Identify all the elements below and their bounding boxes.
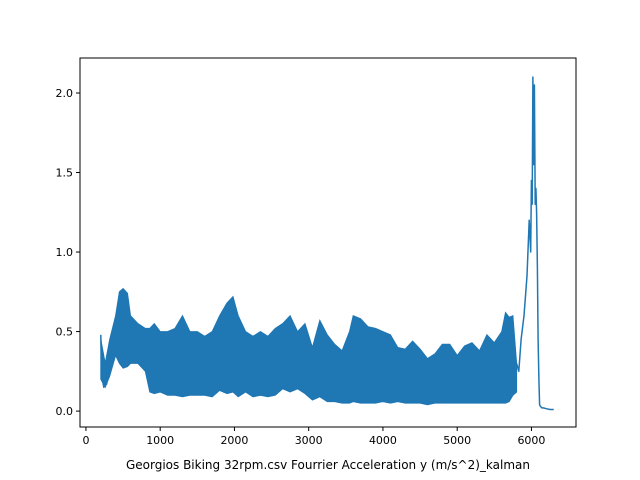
x-tick-label: 0 — [82, 434, 89, 447]
x-axis-ticks: 0 1000 2000 3000 4000 5000 6000 — [82, 427, 545, 447]
x-tick-label: 1000 — [146, 434, 174, 447]
x-tick-label: 5000 — [443, 434, 471, 447]
x-tick-label: 4000 — [369, 434, 397, 447]
series-envelope-band — [100, 287, 518, 406]
x-tick-label: 2000 — [220, 434, 248, 447]
y-tick-label: 1.5 — [56, 167, 74, 180]
y-tick-label: 0.0 — [56, 405, 74, 418]
x-tick-label: 6000 — [517, 434, 545, 447]
y-tick-label: 1.0 — [56, 246, 74, 259]
y-tick-label: 0.5 — [56, 326, 74, 339]
series-line-start — [100, 334, 112, 388]
x-tick-label: 3000 — [295, 434, 323, 447]
axes-frame — [79, 57, 577, 428]
y-axis-ticks: 0.0 0.5 1.0 1.5 2.0 — [56, 87, 80, 418]
plot-area — [100, 76, 554, 411]
x-axis-label: Georgios Biking 32rpm.csv Fourrier Accel… — [126, 458, 530, 472]
series-line-peak — [515, 76, 554, 411]
y-tick-label: 2.0 — [56, 87, 74, 100]
